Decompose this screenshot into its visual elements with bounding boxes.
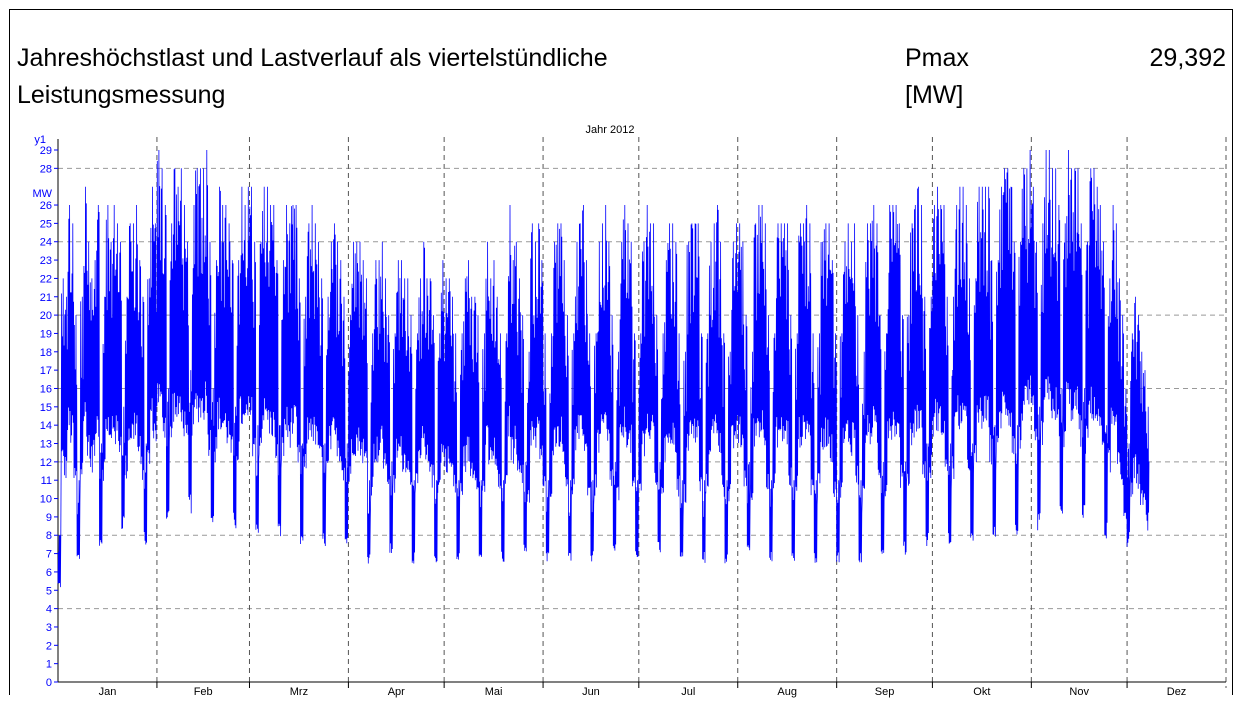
y-tick-label: 24 (40, 237, 52, 249)
pmax-label: Pmax (905, 44, 969, 72)
x-tick-label: Sep (875, 686, 895, 698)
pmax-unit: [MW] (905, 81, 964, 109)
y-tick-label: 18 (40, 347, 52, 359)
y-tick-label: 8 (46, 530, 52, 542)
y-tick-label: 11 (41, 475, 52, 487)
y-tick-label: 1 (46, 659, 52, 671)
y-tick-label: 26 (40, 200, 52, 212)
chart-frame (9, 9, 1233, 695)
y-tick-label: 13 (40, 439, 52, 451)
y-tick-label: 19 (40, 328, 52, 340)
x-tick-label: Mrz (290, 686, 308, 698)
y-tick-label: 28 (40, 163, 52, 175)
x-tick-label: Jun (582, 686, 600, 698)
x-tick-label: Okt (973, 686, 990, 698)
y-tick-label: 7 (46, 549, 52, 561)
y-tick-label: 3 (46, 622, 52, 634)
y-tick-label: 23 (40, 255, 52, 267)
y-tick-label: 21 (40, 292, 52, 304)
y-tick-label: 16 (40, 383, 52, 395)
y-tick-label: 14 (40, 420, 52, 432)
pmax-value: 29,392 (1149, 44, 1226, 72)
report-title-line-2: Leistungsmessung (17, 81, 226, 109)
x-tick-label: Feb (194, 686, 213, 698)
y-tick-label: 25 (40, 218, 52, 230)
y-tick-label: 17 (40, 365, 52, 377)
x-tick-label: Mai (485, 686, 503, 698)
series-layer (57, 149, 1150, 588)
y-tick-label: 12 (40, 457, 52, 469)
series-line (57, 149, 1150, 588)
x-tick-label: Aug (777, 686, 797, 698)
y-tick-label: 10 (40, 494, 52, 506)
y-tick-label: 6 (46, 567, 52, 579)
y-tick-label: 0 (46, 677, 52, 689)
y-tick-label: 4 (46, 604, 52, 616)
chart-title: Jahr 2012 (586, 124, 635, 136)
x-tick-label: Nov (1069, 686, 1089, 698)
y-axis-label: y1 (34, 134, 46, 146)
x-tick-label: Dez (1167, 686, 1187, 698)
y-tick-label: 5 (46, 585, 52, 597)
report-title-line-1: Jahreshöchstlast und Lastverlauf als vie… (17, 44, 608, 72)
axes: 0123456789101112131415161718192021222324… (40, 139, 1226, 698)
y-tick-label: 22 (40, 273, 52, 285)
x-tick-label: Jul (681, 686, 695, 698)
x-tick-label: Jan (99, 686, 117, 698)
y-tick-label: 9 (46, 512, 52, 524)
y-tick-label: 20 (40, 310, 52, 322)
y-tick-label: 2 (46, 640, 52, 652)
x-tick-label: Apr (388, 686, 405, 698)
y-axis-unit: MW (32, 188, 52, 200)
y-tick-label: 15 (40, 402, 52, 414)
y-tick-label: 29 (40, 145, 52, 157)
